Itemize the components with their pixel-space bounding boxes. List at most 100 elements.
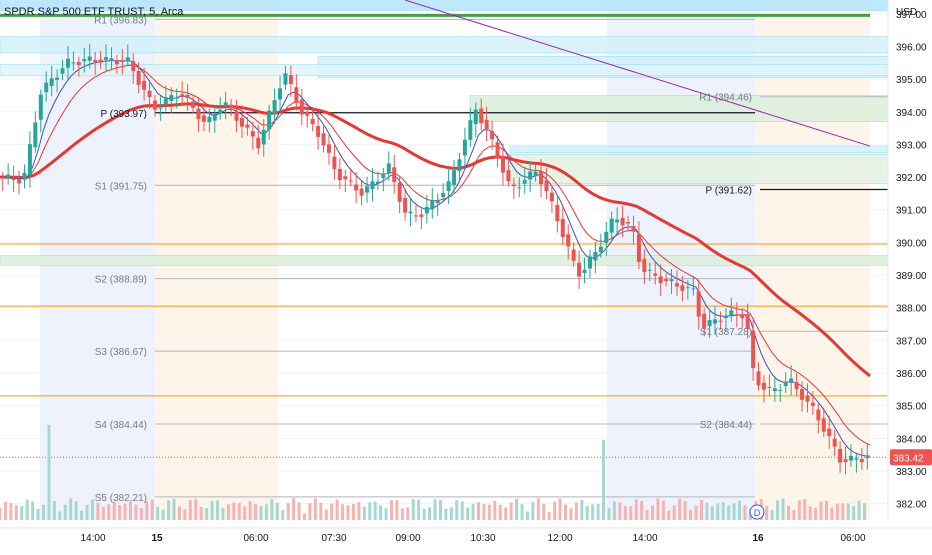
volume-bar	[85, 504, 89, 520]
volume-bar	[0, 508, 2, 520]
volume-bar	[438, 499, 442, 520]
candle-body	[169, 95, 174, 102]
candle-body	[778, 389, 783, 391]
volume-bar	[667, 510, 671, 520]
volume-bar	[379, 505, 383, 520]
pivot-level-label: S5 (382.21)	[95, 493, 147, 504]
ma-mid-line	[0, 64, 871, 446]
volume-bar	[243, 506, 247, 520]
volume-bar	[3, 501, 7, 520]
volume-bar	[792, 509, 796, 520]
price-tick-label: 390.00	[896, 238, 927, 249]
volume-bar	[640, 500, 644, 520]
volume-bar	[357, 501, 361, 520]
candle-body	[522, 180, 527, 184]
candle-body	[789, 378, 794, 383]
candle-body	[653, 273, 658, 276]
volume-bar	[525, 511, 529, 520]
volume-bar	[814, 508, 818, 520]
pivot-level-label: R1 (394.46)	[699, 93, 752, 104]
candle-body	[484, 119, 489, 130]
volume-bar	[542, 504, 546, 520]
volume-bar	[351, 504, 355, 520]
volume-bar	[25, 499, 29, 520]
volume-bar	[297, 502, 301, 520]
volume-bar	[292, 498, 296, 520]
price-zone	[509, 145, 889, 153]
volume-bar	[683, 501, 687, 520]
candle-body	[76, 61, 81, 66]
candle-body	[82, 59, 87, 62]
candle-body	[403, 197, 408, 213]
volume-bar	[786, 505, 790, 520]
candle-body	[104, 57, 109, 60]
price-zone	[0, 255, 889, 266]
price-tick-label: 395.00	[896, 75, 927, 86]
candle-body	[794, 382, 799, 390]
ma-slow-line	[0, 102, 871, 378]
candle-body	[397, 182, 402, 202]
volume-bar	[721, 502, 725, 520]
volume-bar	[449, 507, 453, 520]
candle-body	[305, 111, 310, 116]
volume-bar	[188, 499, 192, 520]
volume-bar	[727, 505, 731, 520]
session-marker-icon[interactable]	[749, 504, 765, 520]
candle-body	[555, 204, 560, 222]
volume-bar	[362, 506, 366, 520]
candle-body	[838, 448, 843, 463]
volume-bar	[232, 502, 236, 520]
candle-body	[626, 221, 631, 224]
candle-body	[506, 170, 511, 182]
volume-bar	[139, 508, 143, 520]
candle-body	[321, 133, 326, 146]
volume-bar	[47, 425, 51, 520]
candle-body	[636, 234, 641, 262]
volume-bar	[330, 503, 334, 520]
volume-bar	[825, 500, 828, 520]
candle-body	[120, 60, 125, 63]
volume-bar	[846, 503, 850, 520]
volume-bar	[14, 505, 18, 520]
pivot-level-label: R1 (396.83)	[94, 15, 147, 26]
candle-body	[0, 177, 5, 179]
volume-bar	[264, 504, 268, 520]
candle-body	[229, 104, 234, 109]
candle-body	[821, 418, 826, 432]
candle-body	[370, 181, 375, 190]
candle-body	[136, 71, 141, 85]
price-tick-label: 391.00	[896, 206, 927, 217]
volume-bar	[63, 504, 67, 520]
candle-body	[865, 456, 870, 459]
candle-body	[767, 386, 772, 388]
time-tick-label: 06:00	[243, 533, 268, 544]
price-zone	[0, 36, 889, 54]
volume-bar	[645, 509, 649, 520]
candle-body	[17, 179, 22, 184]
candle-body	[729, 310, 734, 316]
candle-body	[696, 291, 701, 317]
volume-bar	[237, 502, 241, 520]
candle-body	[49, 78, 54, 87]
candle-body	[71, 62, 76, 64]
candle-body	[343, 176, 348, 180]
volume-bar	[863, 503, 867, 520]
trend-line	[404, 0, 871, 147]
volume-bar	[308, 502, 312, 520]
volume-bar	[9, 503, 13, 520]
volume-bar	[319, 502, 323, 520]
candle-body	[245, 124, 250, 128]
volume-bar	[129, 501, 132, 520]
candle-body	[256, 137, 261, 149]
volume-bar	[596, 503, 600, 520]
volume-bar	[335, 499, 339, 520]
candle-body	[772, 388, 777, 391]
candle-body	[816, 409, 821, 421]
pivot-level-label: S1 (391.75)	[95, 181, 147, 192]
volume-bar	[52, 501, 56, 520]
volume-bar	[216, 500, 219, 520]
candle-body	[65, 58, 70, 68]
candle-body	[734, 314, 739, 316]
candle-body	[267, 110, 272, 130]
